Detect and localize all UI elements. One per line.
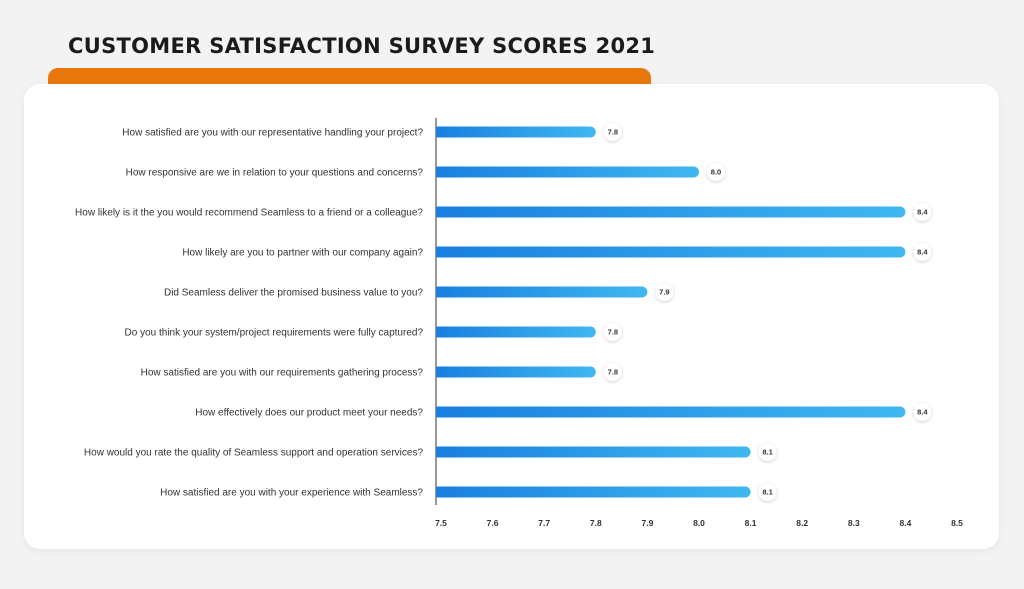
category-label: How likely are you to partner with our c…	[182, 248, 423, 259]
value-label: 7.9	[659, 288, 669, 297]
value-badge	[758, 483, 777, 501]
bar	[436, 366, 596, 378]
category-label: How effectively does our product meet yo…	[195, 408, 423, 419]
chart-card	[24, 84, 999, 549]
value-badge	[913, 403, 932, 421]
title-accent-bar	[48, 68, 651, 88]
x-tick-label: 7.7	[538, 518, 550, 528]
bar	[436, 486, 751, 498]
bar	[436, 406, 906, 418]
value-label: 7.8	[608, 328, 618, 337]
value-badge	[603, 323, 622, 341]
x-tick-label: 8.3	[848, 518, 860, 528]
x-tick-label: 7.8	[590, 518, 602, 528]
category-label: How satisfied are you with our requireme…	[141, 368, 424, 379]
category-label: How satisfied are you with our represent…	[122, 128, 423, 139]
bar	[436, 286, 648, 298]
x-tick-label: 8.4	[899, 518, 911, 528]
x-tick-label: 7.9	[641, 518, 653, 528]
value-label: 8.4	[917, 408, 928, 417]
x-tick-label: 7.5	[435, 518, 447, 528]
value-label: 7.8	[608, 128, 618, 137]
value-badge	[758, 443, 777, 461]
x-tick-label: 8.2	[796, 518, 808, 528]
value-label: 8.4	[917, 248, 928, 257]
value-badge	[913, 203, 932, 221]
value-badge	[913, 243, 932, 261]
bar	[436, 326, 596, 338]
value-label: 8.1	[762, 488, 772, 497]
bar	[436, 446, 751, 458]
bar	[436, 126, 596, 138]
value-badge	[655, 283, 674, 301]
category-label: Did Seamless deliver the promised busine…	[164, 288, 423, 299]
category-label: How likely is it the you would recommend…	[75, 208, 423, 219]
value-badge	[603, 123, 622, 141]
page-title: CUSTOMER SATISFACTION SURVEY SCORES 2021	[68, 34, 656, 58]
bar	[436, 166, 699, 178]
category-label: How would you rate the quality of Seamle…	[84, 448, 424, 459]
bar	[436, 206, 906, 218]
x-tick-label: 8.0	[693, 518, 705, 528]
category-label: Do you think your system/project require…	[125, 328, 424, 339]
value-label: 7.8	[608, 368, 618, 377]
x-tick-label: 7.6	[487, 518, 499, 528]
value-badge	[707, 163, 725, 181]
bar	[436, 246, 906, 258]
category-label: How satisfied are you with your experien…	[160, 488, 423, 499]
category-label: How responsive are we in relation to you…	[126, 168, 424, 179]
value-badge	[603, 363, 622, 381]
value-label: 8.4	[917, 208, 928, 217]
value-label: 8.0	[711, 168, 721, 177]
value-label: 8.1	[762, 448, 772, 457]
x-tick-label: 8.5	[951, 518, 963, 528]
x-tick-label: 8.1	[745, 518, 757, 528]
